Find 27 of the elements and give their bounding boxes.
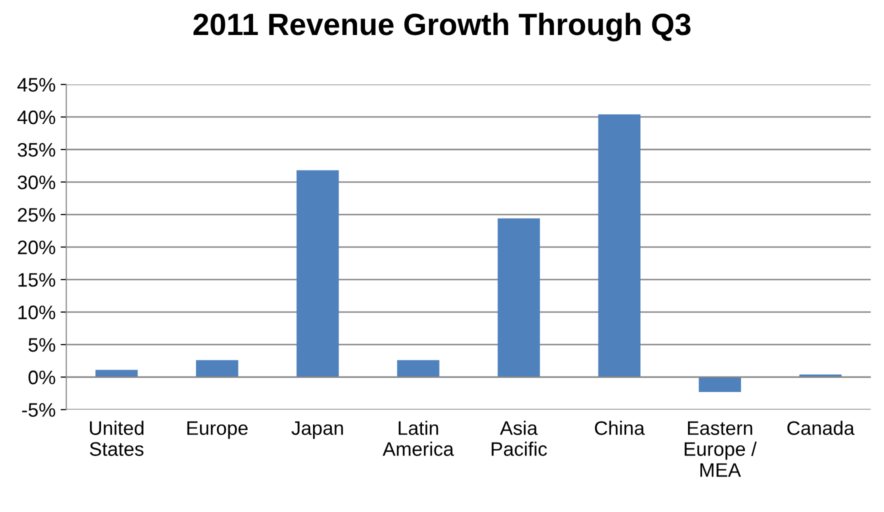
y-tick-label: 40%: [17, 110, 56, 124]
y-tick-label: 20%: [18, 240, 56, 254]
bar: [296, 170, 339, 378]
y-tick-label: 10%: [18, 306, 56, 320]
chart-title: 2011 Revenue Growth Through Q3: [193, 12, 691, 42]
y-tick-label: 15%: [18, 273, 56, 287]
bar: [397, 360, 440, 378]
y-tick-label: 25%: [18, 208, 56, 222]
y-tick-label: 5%: [28, 338, 56, 352]
bar: [196, 360, 238, 378]
y-tick-label: 45%: [17, 78, 56, 92]
bar: [598, 114, 640, 378]
bar: [95, 370, 138, 378]
x-tick-label: United States: [90, 420, 144, 456]
x-tick-label: Asia Pacific: [492, 420, 547, 456]
x-tick-label: China: [594, 420, 645, 435]
x-tick-label: Eastern Europe / MEA: [684, 421, 757, 477]
bar: [498, 218, 540, 378]
y-tick-label: 35%: [18, 142, 56, 157]
x-tick-label: Latin America: [382, 420, 454, 456]
x-tick-label: Japan: [292, 421, 343, 439]
y-tick-label: 0%: [28, 370, 56, 384]
y-tick-label: 30%: [18, 175, 56, 190]
bar: [698, 377, 742, 392]
y-tick-label: -5%: [22, 403, 56, 417]
x-tick-label: Europe: [187, 421, 248, 439]
x-tick-label: Canada: [787, 420, 855, 435]
